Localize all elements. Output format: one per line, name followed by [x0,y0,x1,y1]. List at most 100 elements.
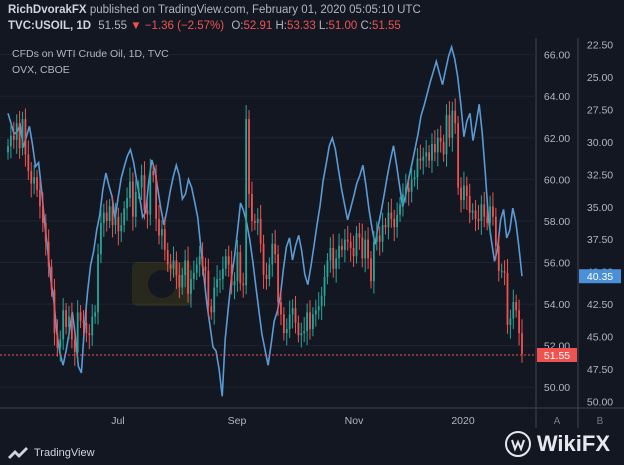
candle-body [393,218,396,228]
candle-body [105,212,108,221]
candle-body [140,175,143,188]
candle [416,147,419,190]
candle [221,256,224,290]
candle [85,308,88,343]
candle [219,270,221,294]
candle [445,104,448,167]
candle [323,264,326,307]
candle [15,114,18,154]
candle-body [358,233,361,238]
candle [105,200,108,232]
candle [367,227,369,269]
candle-body [425,152,428,157]
candle [338,233,340,269]
candle-body [175,260,178,275]
candle [492,192,494,226]
candle-body [288,314,291,330]
candle [30,162,33,198]
candle-body [367,239,369,259]
symbol-label[interactable]: TVC:USOIL, 1D [8,20,92,32]
candle-body [108,206,111,221]
candle [79,305,82,328]
candle-body [294,308,297,323]
candle-body [439,137,442,142]
candle [486,209,489,231]
candle [399,197,401,222]
candle-body [285,329,288,334]
candle [233,272,236,300]
legend-ovx[interactable]: OVX, CBOE [12,64,70,76]
scale-letter[interactable]: B [597,416,604,427]
legend-oil[interactable]: CFDs on WTI Crude Oil, 1D, TVC [12,48,169,60]
candle [436,128,439,167]
candle [477,204,480,230]
candle-body [471,210,474,213]
candle-body [216,279,218,288]
scale-letter[interactable]: A [554,416,561,427]
candle [483,192,486,228]
candle [381,212,384,253]
candle-body [375,235,378,242]
candle-body [341,245,343,251]
candle [120,212,123,242]
candle-body [506,272,509,325]
candle-body [433,144,436,153]
candle [18,110,21,159]
candle [358,222,361,250]
x-tick-label: Jul [111,415,124,427]
candle-body [262,243,265,275]
candle-body [114,216,117,226]
candle-body [236,252,239,282]
candle [375,221,378,251]
candle-body [384,225,387,228]
x-axis[interactable]: Jul Sep Nov 2020 [111,415,475,427]
candle-body [378,235,381,242]
candle [480,195,483,235]
candle [65,303,67,335]
candle [410,167,413,203]
candle [451,101,454,152]
candle-body [169,264,172,269]
x-tick-label: Nov [345,415,364,427]
candle-body [73,339,76,352]
candle-body [24,119,27,155]
y-right-tick-label: 35.00 [587,202,613,214]
y-right-tick-label: 37.50 [587,234,613,246]
candle-body [314,310,317,315]
candle-body [65,310,67,327]
candle-body [271,243,274,265]
candle [506,258,509,334]
candle [117,207,120,246]
candle [56,319,59,357]
candle [407,178,410,206]
candle [364,230,367,273]
candle-body [204,266,207,271]
candle-body [509,318,512,325]
candle-body [62,310,65,340]
candle [44,214,47,256]
candle [224,248,227,277]
candle [36,169,38,198]
candle-body [306,312,309,332]
candle [390,198,393,228]
candle [216,265,218,297]
candle [53,278,56,346]
author-name[interactable]: RichDvorakFX [8,4,87,16]
candle-body [53,289,56,334]
candle-body [187,260,189,294]
candle-body [224,256,227,269]
candle [326,253,329,285]
candle [204,257,207,285]
candle [262,234,265,289]
svg-text:51.55: 51.55 [544,350,570,362]
y-axis-left[interactable]: 66.0064.0062.0060.0058.0056.0054.0052.00… [544,50,570,395]
candle-body [163,229,166,251]
y-right-tick-label: 42.50 [587,299,613,311]
candle-body [149,171,152,215]
candle [140,164,143,200]
publish-line: RichDvorakFX published on TradingView.co… [8,4,421,16]
candle [471,203,474,220]
candle [10,125,12,159]
tradingview-footer[interactable]: TradingView [8,447,95,459]
